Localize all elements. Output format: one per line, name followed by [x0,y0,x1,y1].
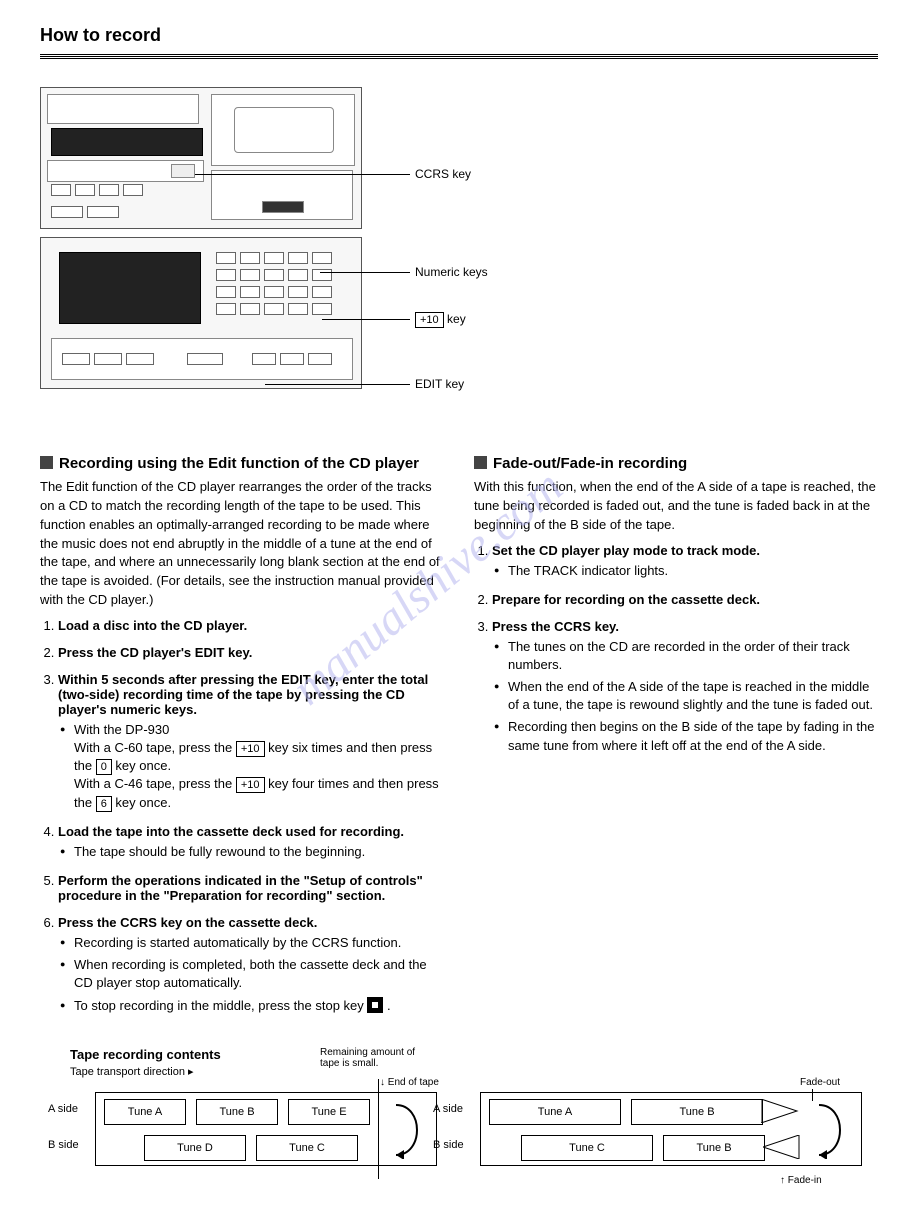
right-intro: With this function, when the end of the … [474,478,878,535]
right-steps: Set the CD player play mode to track mod… [474,543,878,755]
callout-plus10: +10 key [415,312,466,328]
left-intro: The Edit function of the CD player rearr… [40,478,444,610]
callout-edit: EDIT key [415,377,464,391]
fadeout-label: Fade-out [800,1077,840,1088]
edit-key[interactable] [252,353,276,365]
remaining-label: Remaining amount of tape is small. [320,1047,430,1069]
tape-diagram: Tape recording contents Tape transport d… [40,1047,878,1197]
right-column: Fade-out/Fade-in recording With this fun… [474,447,878,1027]
stop-icon [367,997,383,1013]
title-rule [40,54,878,59]
diagram-title: Tape recording contents [70,1047,221,1062]
page-title: How to record [40,25,878,46]
callout-ccrs: CCRS key [415,167,471,181]
device-illustration: CCRS key Numeric keys +10 key EDIT key [40,87,878,427]
content-columns: Recording using the Edit function of the… [40,447,878,1027]
left-column: Recording using the Edit function of the… [40,447,444,1027]
left-steps: Load a disc into the CD player. Press th… [40,618,444,1015]
transport-label: Tape transport direction ▸ [70,1065,194,1078]
right-heading: Fade-out/Fade-in recording [474,455,878,472]
callout-numeric: Numeric keys [415,265,488,279]
fadein-label: ↑ Fade-in [780,1175,822,1186]
endtape-label: ↓ End of tape [380,1077,439,1088]
ccrs-key[interactable] [171,164,195,178]
left-heading: Recording using the Edit function of the… [40,455,444,472]
plus10-key[interactable] [312,303,332,315]
